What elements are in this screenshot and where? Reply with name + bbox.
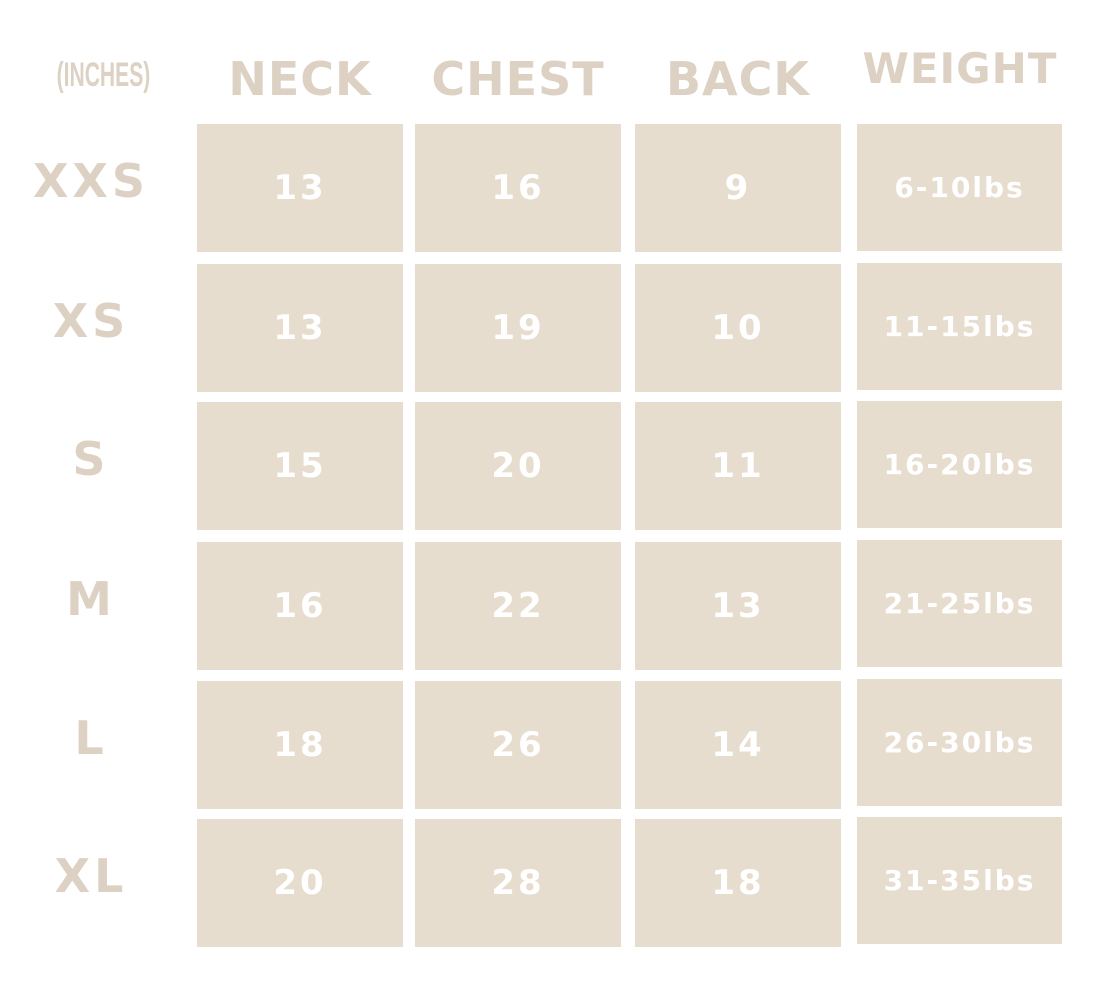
cell-weight: 6-10lbs	[857, 124, 1062, 251]
cell-neck: 13	[197, 124, 403, 252]
cell-neck: 18	[197, 681, 403, 809]
row-label-xl: XL	[54, 849, 128, 903]
cell-weight: 21-25lbs	[857, 540, 1062, 667]
cell-chest: 28	[415, 819, 621, 947]
column-header-chest: CHEST	[431, 52, 605, 106]
cell-neck: 16	[197, 542, 403, 670]
cell-back: 13	[635, 542, 841, 670]
cell-weight: 31-35lbs	[857, 817, 1062, 944]
cell-neck: 20	[197, 819, 403, 947]
cell-chest: 22	[415, 542, 621, 670]
cell-back: 10	[635, 264, 841, 392]
cell-weight: 11-15lbs	[857, 263, 1062, 390]
row-label-l: L	[74, 711, 108, 765]
cell-weight: 26-30lbs	[857, 679, 1062, 806]
column-header-weight: WEIGHT	[862, 44, 1058, 93]
row-label-xs: XS	[52, 294, 130, 348]
cell-chest: 20	[415, 402, 621, 530]
cell-back: 18	[635, 819, 841, 947]
row-label-xxs: XXS	[32, 154, 150, 208]
cell-chest: 26	[415, 681, 621, 809]
cell-back: 9	[635, 124, 841, 252]
cell-chest: 16	[415, 124, 621, 252]
column-header-back: BACK	[665, 52, 811, 106]
row-label-m: M	[66, 572, 116, 626]
row-label-s: S	[72, 432, 110, 486]
cell-chest: 19	[415, 264, 621, 392]
cell-neck: 13	[197, 264, 403, 392]
cell-neck: 15	[197, 402, 403, 530]
unit-label: (INCHES)	[56, 56, 151, 94]
cell-back: 14	[635, 681, 841, 809]
column-header-neck: NECK	[228, 52, 372, 106]
cell-weight: 16-20lbs	[857, 401, 1062, 528]
cell-back: 11	[635, 402, 841, 530]
